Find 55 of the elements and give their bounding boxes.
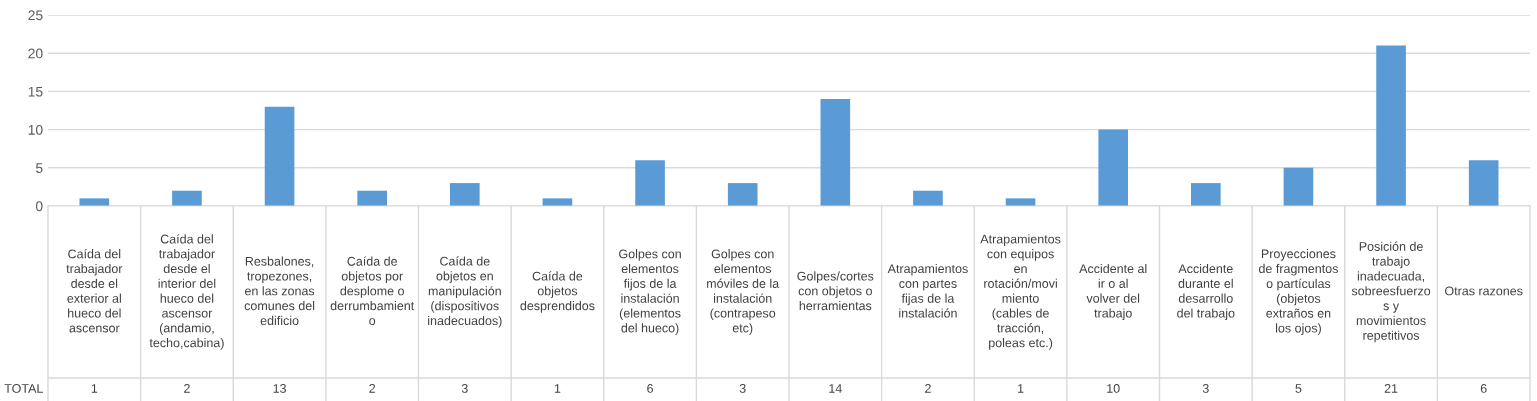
x-tick-label: Accidente al ir o al volver del trabajo — [1079, 263, 1147, 321]
data-label: 3 — [739, 384, 746, 393]
x-tick-label: Caída de objetos desprendidos — [520, 271, 595, 313]
y-tick-label: 5 — [35, 163, 43, 173]
bar — [357, 190, 388, 206]
data-label: 2 — [925, 384, 931, 393]
x-tick-label: Otras razones — [1445, 286, 1523, 296]
data-label: 2 — [369, 384, 376, 393]
bar — [1190, 183, 1221, 206]
bar — [913, 190, 943, 206]
data-label: 3 — [1202, 384, 1209, 393]
bar — [1376, 45, 1406, 206]
x-tick-label: Accidente durante el desarrollo del trabajo — [1177, 263, 1235, 321]
y-tick-label: 25 — [28, 10, 43, 21]
x-tick-label: Golpes con elementos móviles de la instalación (contrapeso etc) — [707, 249, 780, 335]
x-tick-label: Golpes con elementos fijos de la instalación (elementos del hueco) — [619, 249, 681, 335]
bar — [172, 190, 202, 206]
text: TOTAL — [4, 384, 43, 393]
data-label: 1 — [91, 384, 98, 393]
data-label: 21 — [1384, 384, 1398, 393]
data-label: 6 — [1480, 384, 1487, 393]
data-label: 13 — [273, 384, 286, 393]
data-label: 5 — [1295, 384, 1302, 393]
bar — [1098, 129, 1129, 206]
x-tick-label: Caída de objetos en manipulación (dispositivos inadecuados) — [428, 256, 502, 328]
data-label: 1 — [554, 384, 561, 393]
x-tick-label: Proyecciones de fragmentos o partículas (objetos extraños en los ojos) — [1259, 249, 1338, 335]
data-label: 2 — [184, 384, 190, 393]
data-label: 14 — [829, 384, 842, 393]
y-tick-label: 15 — [28, 86, 43, 97]
bar — [79, 198, 110, 206]
x-tick-label: Atrapamientos con partes fijas de la instalación — [887, 263, 968, 318]
x-tick-label: Caída del trabajador desde el interior del hueco del ascensor (andamio, techo,cabina) — [149, 234, 224, 350]
y-tick-label: 0 — [35, 201, 43, 212]
x-tick-label: Caída de objetos por desplome o derrumbamiento — [330, 256, 415, 325]
bar — [1005, 198, 1036, 206]
bar — [449, 183, 480, 206]
x-tick-label: Golpes/cortes con objetos o herramientas — [797, 271, 874, 311]
bar — [820, 99, 851, 206]
data-label: 6 — [647, 384, 653, 393]
bar — [542, 198, 573, 206]
bar — [1283, 167, 1314, 206]
bar — [1468, 160, 1499, 206]
y-tick-label: 10 — [28, 124, 43, 135]
data-label: 10 — [1107, 384, 1120, 393]
x-tick-label: Caída del trabajador desde el exterior al hueco del ascensor — [66, 248, 123, 333]
x-tick-label: Atrapamientos con equipos en rotación/movimiento (cables de tracción, poleas etc.) — [980, 234, 1061, 350]
data-label: 1 — [1018, 384, 1024, 393]
bar — [727, 183, 758, 206]
x-tick-label: Posición de trabajo inadecuada, sobreesfuerzos y movimientos repetitivos — [1351, 241, 1431, 343]
data-label: 3 — [461, 384, 468, 393]
y-tick-label: 20 — [28, 48, 43, 59]
bar — [264, 106, 295, 206]
bar — [635, 160, 665, 206]
x-tick-label: Resbalones, tropezones, en las zonas comunes del edificio — [244, 256, 315, 325]
